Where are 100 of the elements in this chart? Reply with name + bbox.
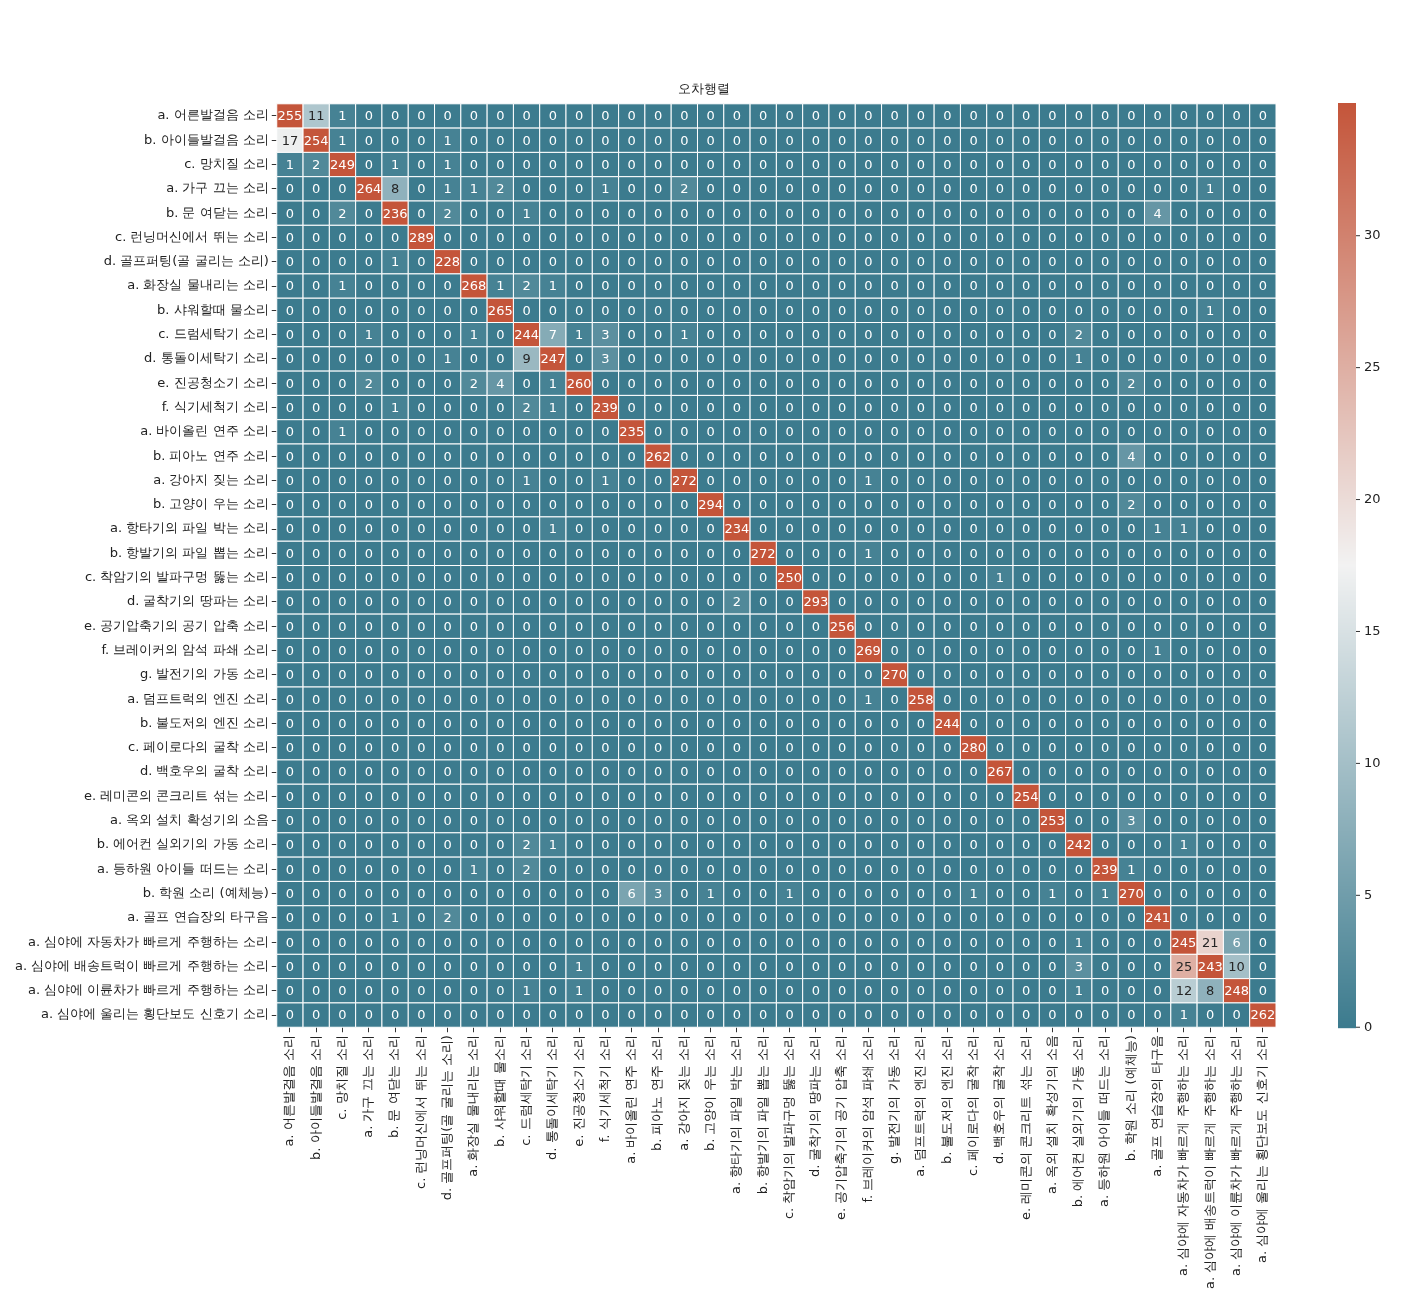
data-label: 0 [890, 910, 899, 926]
data-label: 0 [312, 837, 321, 853]
data-label: 0 [785, 764, 794, 780]
data-label: 0 [837, 934, 847, 950]
data-label: 0 [916, 229, 926, 245]
data-label: 249 [330, 156, 355, 172]
data-label: 0 [969, 521, 978, 537]
data-label: 0 [943, 448, 952, 464]
data-label: 0 [1153, 813, 1162, 829]
data-label: 0 [601, 885, 610, 901]
data-label: 0 [969, 497, 978, 513]
data-label: 0 [995, 375, 1005, 391]
data-label: 0 [496, 618, 505, 634]
x-tick-label: b. 불도저의 엔진 소리 [938, 1035, 954, 1165]
data-label: 0 [864, 764, 873, 780]
data-label: 0 [653, 132, 663, 148]
data-label: 0 [1127, 545, 1136, 561]
data-label: 0 [1206, 740, 1215, 756]
data-label: 0 [943, 327, 952, 343]
data-label: 0 [364, 424, 373, 440]
data-label: 0 [469, 691, 479, 707]
data-label: 0 [706, 278, 715, 294]
data-label: 0 [417, 570, 426, 586]
data-label: 1 [548, 837, 558, 853]
data-label: 0 [548, 764, 558, 780]
data-label: 0 [680, 691, 689, 707]
data-label: 0 [916, 181, 926, 197]
y-tick-label: a. 심야에 자동차가 빠르게 주행하는 소리 [27, 933, 269, 949]
data-label: 0 [1127, 108, 1136, 124]
data-label: 0 [469, 934, 479, 950]
data-label: 0 [1100, 472, 1110, 488]
data-label: 0 [759, 375, 768, 391]
data-label: 0 [469, 472, 479, 488]
data-label: 1 [496, 278, 505, 294]
data-label: 0 [496, 205, 505, 221]
data-label: 0 [995, 788, 1005, 804]
data-label: 0 [364, 885, 373, 901]
data-label: 0 [995, 594, 1005, 610]
data-label: 0 [1048, 229, 1057, 245]
data-label: 0 [627, 861, 636, 877]
data-label: 267 [987, 764, 1013, 780]
data-label: 0 [1179, 132, 1189, 148]
data-label: 0 [496, 108, 505, 124]
data-label: 0 [969, 910, 978, 926]
y-tick-label: a. 등하원 아이들 떠드는 소리 [97, 860, 269, 876]
data-label: 0 [995, 983, 1005, 999]
data-label: 0 [443, 1007, 452, 1023]
data-label: 0 [1232, 715, 1241, 731]
data-label: 0 [1232, 229, 1241, 245]
data-label: 2 [1074, 327, 1083, 343]
data-label: 0 [890, 983, 899, 999]
data-label: 0 [1022, 740, 1031, 756]
y-tick-label: d. 통돌이세탁기 소리 [144, 350, 269, 366]
data-label: 0 [732, 983, 742, 999]
data-label: 0 [1074, 642, 1083, 658]
data-label: 0 [653, 570, 663, 586]
data-label: 0 [522, 448, 531, 464]
data-label: 0 [627, 715, 636, 731]
data-label: 0 [1153, 837, 1162, 853]
data-label: 255 [277, 108, 303, 124]
data-label: 0 [1258, 327, 1267, 343]
data-label: 0 [496, 1007, 505, 1023]
data-label: 0 [759, 594, 768, 610]
data-label: 0 [1022, 375, 1031, 391]
data-label: 244 [514, 327, 539, 343]
data-label: 0 [548, 254, 558, 270]
data-label: 0 [1232, 837, 1241, 853]
data-label: 0 [890, 740, 899, 756]
data-label: 0 [1206, 667, 1215, 683]
data-label: 0 [995, 861, 1005, 877]
data-label: 0 [732, 181, 742, 197]
data-label: 228 [435, 254, 461, 270]
data-label: 0 [890, 642, 899, 658]
data-label: 0 [1127, 1007, 1136, 1023]
data-label: 0 [995, 545, 1005, 561]
data-label: 0 [1048, 254, 1057, 270]
data-label: 0 [390, 327, 400, 343]
data-label: 0 [943, 302, 952, 318]
x-tick-label: c. 런닝머신에서 뛰는 소리 [412, 1035, 428, 1189]
data-label: 0 [1153, 132, 1162, 148]
data-label: 1 [390, 156, 400, 172]
data-label: 0 [1100, 764, 1110, 780]
data-label: 0 [1048, 861, 1057, 877]
data-label: 0 [943, 934, 952, 950]
data-label: 0 [601, 108, 610, 124]
data-label: 1 [1074, 983, 1083, 999]
data-label: 0 [1232, 351, 1241, 367]
data-label: 1 [522, 983, 531, 999]
data-label: 0 [785, 594, 794, 610]
data-label: 0 [785, 254, 794, 270]
data-label: 0 [1074, 254, 1083, 270]
data-label: 0 [811, 327, 820, 343]
color-bar-label: 10 [1364, 754, 1381, 770]
data-label: 0 [1258, 594, 1267, 610]
data-label: 0 [890, 424, 899, 440]
data-label: 0 [1153, 594, 1162, 610]
data-label: 0 [1022, 885, 1031, 901]
data-label: 0 [890, 885, 899, 901]
data-label: 0 [706, 472, 715, 488]
data-label: 2 [680, 181, 689, 197]
